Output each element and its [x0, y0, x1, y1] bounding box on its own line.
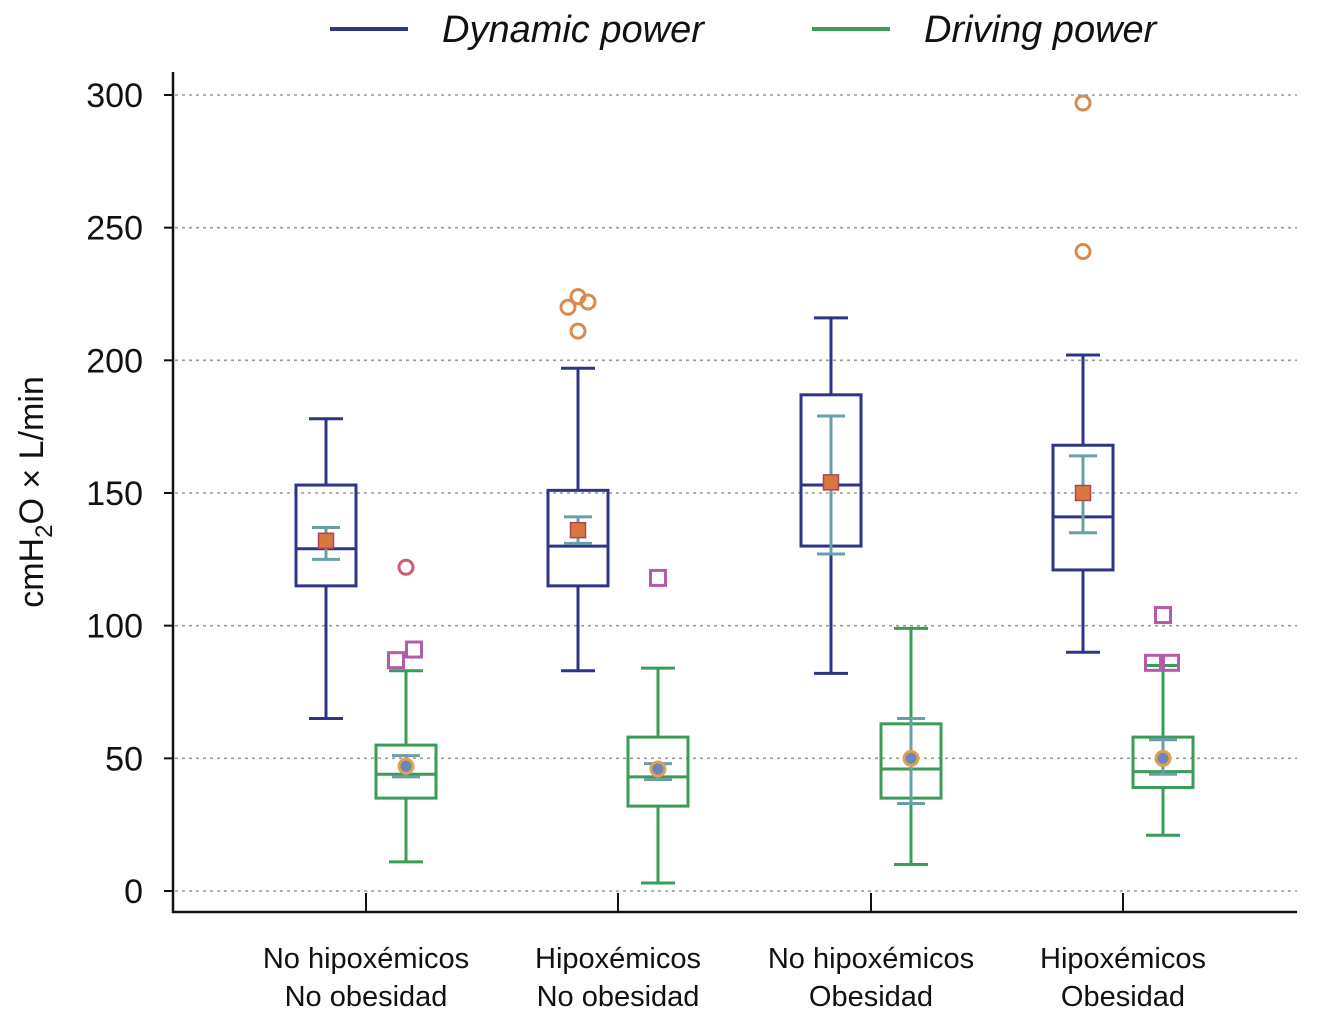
outlier-point: [569, 322, 587, 340]
outlier-point: [1074, 94, 1092, 112]
outlier-point: [1144, 653, 1162, 672]
outlier-point: [1074, 243, 1092, 261]
y-axis-label-subscript: 2: [31, 525, 58, 538]
box-driving-power-3: [1131, 606, 1195, 837]
y-tick-label-0: 0: [124, 873, 143, 911]
y-tick-label-200: 200: [86, 342, 143, 380]
mean-marker: [317, 532, 335, 550]
box-iqr: [294, 483, 358, 588]
y-axis-label-base: cmH: [13, 538, 51, 608]
y-tick-label-250: 250: [86, 210, 143, 248]
y-tick-label-150: 150: [86, 475, 143, 513]
box-dynamic-power-3: [1051, 94, 1115, 654]
x-category-label-line2: Obesidad: [1061, 981, 1185, 1013]
y-axis-label-rest: O × L/min: [13, 376, 51, 524]
y-axis-label: cmH2O × L/min: [13, 376, 58, 608]
box-dynamic-power-0: [294, 417, 358, 721]
y-ticks: 0 50 100 150 200 250 300: [86, 77, 173, 911]
legend-label-driving-power: Driving power: [924, 9, 1158, 51]
outlier-point: [559, 298, 577, 316]
y-tick-label-300: 300: [86, 77, 143, 115]
x-category-label-line1: Hipoxémicos: [535, 943, 701, 975]
outlier-point: [405, 640, 423, 659]
x-categories: No hipoxémicos No obesidad Hipoxémicos No o…: [263, 893, 1206, 1013]
legend-label-dynamic-power: Dynamic power: [442, 9, 705, 51]
x-category-label-line1: No hipoxémicos: [263, 943, 469, 975]
box-iqr: [374, 743, 438, 800]
outlier-point: [649, 568, 667, 587]
x-category-label-line1: No hipoxémicos: [768, 943, 974, 975]
box-iqr: [1131, 735, 1195, 790]
box-iqr: [1051, 443, 1115, 572]
mean-marker: [569, 521, 587, 539]
x-category-label-line2: Obesidad: [809, 981, 933, 1013]
y-tick-label-50: 50: [105, 740, 143, 778]
x-category-label-line2: No obesidad: [285, 981, 448, 1013]
outlier-point: [1162, 653, 1180, 672]
mean-marker: [397, 757, 415, 775]
gridlines: [175, 94, 1297, 892]
y-tick-label-100: 100: [86, 608, 143, 646]
x-category-label-line1: Hipoxémicos: [1040, 943, 1206, 975]
box-dynamic-power-2: [799, 316, 863, 675]
mean-marker: [902, 749, 920, 767]
plot-area: [294, 94, 1195, 885]
box-driving-power-0: [374, 558, 438, 864]
legend: Dynamic power Driving power: [330, 9, 1158, 51]
box-dynamic-power-1: [546, 288, 610, 673]
outlier-point: [387, 651, 405, 670]
mean-marker: [1154, 749, 1172, 767]
box-iqr: [626, 735, 690, 808]
outlier-point: [569, 288, 587, 306]
outlier-point: [1154, 606, 1172, 625]
box-driving-power-1: [626, 568, 690, 885]
box-driving-power-2: [879, 626, 943, 866]
box-iqr: [546, 488, 610, 588]
outlier-point: [397, 558, 415, 576]
x-category-label-line2: No obesidad: [537, 981, 700, 1013]
mean-marker: [822, 474, 840, 491]
mean-marker: [649, 760, 667, 778]
mean-marker: [1074, 484, 1092, 502]
